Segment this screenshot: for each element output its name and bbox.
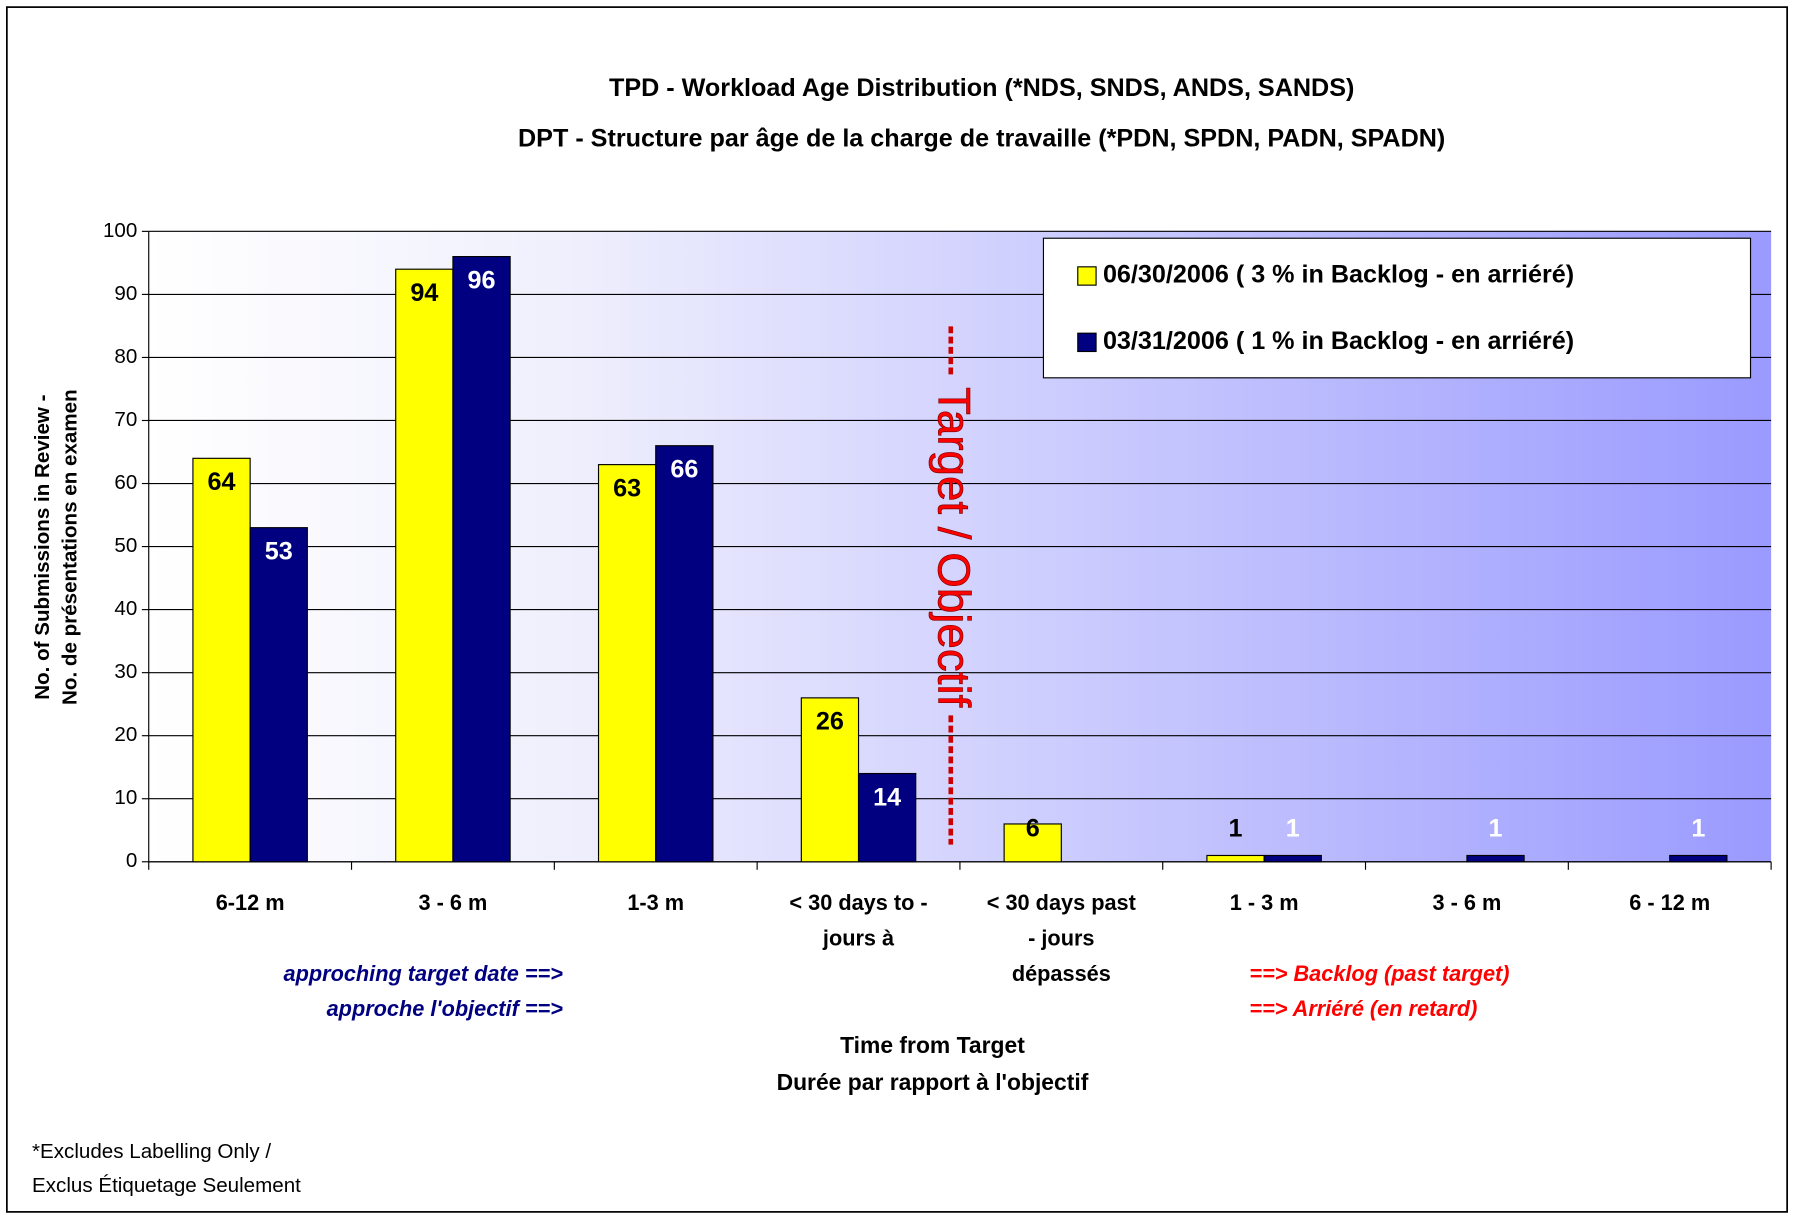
footnote: Exclus Étiquetage Seulement: [32, 1174, 301, 1197]
data-label: 1: [1489, 814, 1503, 842]
data-label: 1: [1229, 814, 1243, 842]
y-tick-label: 10: [114, 786, 137, 809]
x-tick-label: < 30 days past: [987, 890, 1136, 915]
x-tick-label: 6-12 m: [216, 890, 285, 915]
data-label: 66: [670, 456, 698, 484]
legend-label: 06/30/2006 ( 3 % in Backlog - en arriéré…: [1103, 261, 1574, 289]
data-label: 26: [816, 708, 844, 736]
x-tick-label: 3 - 6 m: [1433, 890, 1502, 915]
x-axis-label: Time from Target: [840, 1032, 1025, 1058]
data-label: 14: [873, 783, 901, 811]
legend-box: [1042, 237, 1752, 379]
x-tick-label: < 30 days to -: [789, 890, 927, 915]
data-label: 6: [1026, 814, 1040, 842]
y-tick-label: 30: [114, 660, 137, 683]
y-tick-label: 70: [114, 408, 137, 431]
y-tick-label: 60: [114, 471, 137, 494]
y-tick-label: 80: [114, 345, 137, 368]
data-label: 53: [265, 537, 293, 565]
y-tick-label: 100: [103, 219, 137, 242]
y-axis-label: No. of Submissions in Review -: [31, 394, 54, 699]
bar: [1466, 854, 1525, 863]
target-label: Target / Objectif: [929, 387, 980, 708]
y-tick-label: 0: [126, 849, 137, 872]
data-label: 96: [468, 266, 496, 294]
x-tick-label: 1 - 3 m: [1230, 890, 1299, 915]
chart-title: DPT - Structure par âge de la charge de …: [518, 124, 1445, 152]
bar: [597, 464, 657, 863]
data-label: 1: [1286, 814, 1300, 842]
bar: [395, 268, 454, 863]
legend-label: 03/31/2006 ( 1 % in Backlog - en arriéré…: [1103, 327, 1574, 355]
annotation: approche l'objectif ==>: [327, 996, 564, 1021]
x-tick-label: 3 - 6 m: [419, 890, 488, 915]
bar: [1003, 823, 1062, 863]
data-label: 94: [410, 279, 438, 307]
y-axis-label: No. de présentations en examen: [58, 389, 81, 705]
y-tick-label: 50: [114, 534, 137, 557]
bar: [857, 772, 917, 863]
data-label: 63: [613, 474, 641, 502]
x-tick-label: 6 - 12 m: [1629, 890, 1710, 915]
legend-swatch: [1077, 332, 1097, 353]
annotation: ==> Arriéré (en retard): [1249, 996, 1477, 1021]
data-label: 1: [1691, 814, 1705, 842]
bar: [1669, 854, 1728, 863]
bar: [192, 457, 251, 863]
annotation: ==> Backlog (past target): [1249, 961, 1509, 986]
bar: [1263, 854, 1322, 863]
legend-swatch: [1077, 266, 1097, 286]
x-tick-label: 1-3 m: [627, 890, 684, 915]
bar: [655, 445, 714, 863]
x-tick-label: - jours: [1028, 925, 1094, 950]
bar: [249, 527, 308, 863]
x-tick-label: dépassés: [1012, 961, 1111, 986]
bar: [1206, 854, 1265, 863]
y-tick-label: 90: [114, 282, 137, 305]
chart-title: TPD - Workload Age Distribution (*NDS, S…: [609, 74, 1354, 102]
x-tick-label: jours à: [822, 925, 895, 950]
y-tick-label: 20: [114, 723, 137, 746]
bar: [452, 256, 511, 863]
footnote: *Excludes Labelling Only /: [32, 1140, 271, 1163]
data-label: 64: [208, 468, 236, 496]
y-tick-label: 40: [114, 597, 137, 620]
x-axis-label: Durée par rapport à l'objectif: [777, 1069, 1089, 1095]
annotation: approching target date ==>: [284, 961, 564, 986]
